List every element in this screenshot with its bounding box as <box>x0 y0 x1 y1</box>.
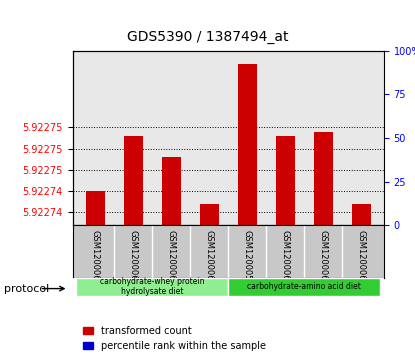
Text: GDS5390 / 1387494_at: GDS5390 / 1387494_at <box>127 29 288 44</box>
FancyBboxPatch shape <box>228 278 380 296</box>
Text: GSM1200066: GSM1200066 <box>205 230 214 286</box>
Bar <box>162 157 181 225</box>
Text: GSM1200064: GSM1200064 <box>129 230 138 286</box>
Text: GSM1200061: GSM1200061 <box>319 230 328 286</box>
Bar <box>86 191 105 225</box>
Text: carbohydrate-whey protein
hydrolysate diet: carbohydrate-whey protein hydrolysate di… <box>100 277 205 297</box>
Text: GSM1200063: GSM1200063 <box>91 230 100 286</box>
Bar <box>124 136 143 225</box>
Bar <box>352 204 371 225</box>
Bar <box>314 131 333 225</box>
Text: GSM1200065: GSM1200065 <box>167 230 176 286</box>
Bar <box>276 136 295 225</box>
Text: GSM1200062: GSM1200062 <box>356 230 366 286</box>
Bar <box>238 64 257 225</box>
Legend: transformed count, percentile rank within the sample: transformed count, percentile rank withi… <box>80 322 270 355</box>
Text: GSM1200060: GSM1200060 <box>281 230 290 286</box>
Bar <box>200 204 219 225</box>
Text: protocol: protocol <box>4 284 49 294</box>
FancyBboxPatch shape <box>76 278 228 296</box>
Text: GSM1200059: GSM1200059 <box>243 230 252 286</box>
Text: carbohydrate-amino acid diet: carbohydrate-amino acid diet <box>247 282 361 291</box>
